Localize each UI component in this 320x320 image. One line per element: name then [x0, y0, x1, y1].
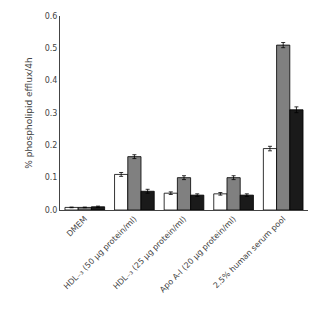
svg-text:0.6: 0.6 [45, 12, 58, 21]
svg-text:DMEM: DMEM [65, 214, 89, 238]
svg-text:0.4: 0.4 [45, 76, 58, 85]
svg-text:2.5% human serum pool: 2.5% human serum pool [212, 214, 288, 290]
svg-text:0.3: 0.3 [45, 109, 58, 118]
svg-text:0.1: 0.1 [45, 173, 58, 182]
svg-text:0.2: 0.2 [45, 141, 58, 150]
svg-text:Apo A-I (20 μg protein/ml): Apo A-I (20 μg protein/ml) [158, 214, 238, 294]
svg-text:HDL₋₃ (25 μg protein/ml): HDL₋₃ (25 μg protein/ml) [112, 214, 189, 291]
svg-text:HDL₋₃ (50 μg protein/ml): HDL₋₃ (50 μg protein/ml) [62, 214, 139, 291]
svg-text:0.5: 0.5 [45, 44, 58, 53]
svg-text:% phospholipid efflux/4h: % phospholipid efflux/4h [24, 57, 34, 168]
svg-text:0.0: 0.0 [45, 206, 58, 215]
